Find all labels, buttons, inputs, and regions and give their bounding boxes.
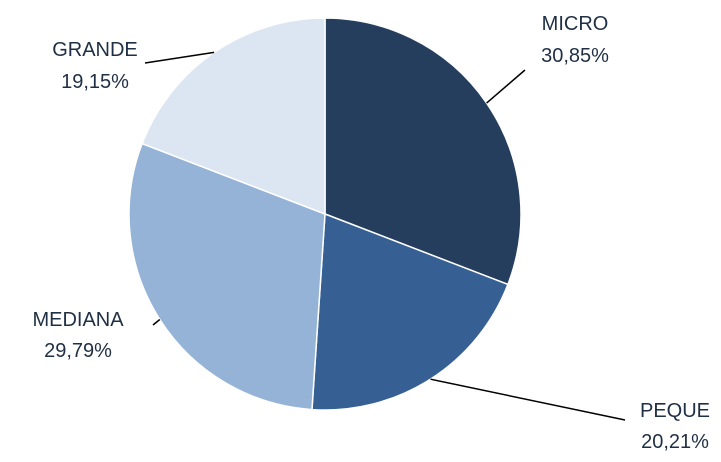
labels-layer: MICRO 30,85% PEQUE 20,21% MEDIANA 29,79% GRAND… <box>32 13 710 453</box>
slice-value-peque: 20,21% <box>641 431 709 453</box>
slice-value-mediana: 29,79% <box>44 340 112 362</box>
slice-label-peque: PEQUE <box>640 400 710 422</box>
leader-lines-layer <box>144 51 626 421</box>
pie-slice-grande <box>141 17 326 216</box>
pie-slice-mediana <box>128 142 326 411</box>
slice-label-grande: GRANDE <box>52 39 138 61</box>
leader-line-peque <box>430 378 626 421</box>
leader-line-grande <box>144 51 215 64</box>
slices-layer <box>128 17 522 411</box>
slice-value-grande: 19,15% <box>61 71 129 93</box>
pie-slice-peque <box>311 212 509 411</box>
leader-line-micro <box>486 69 526 104</box>
slice-label-micro: MICRO <box>542 13 609 35</box>
leader-line-mediana <box>152 318 161 326</box>
slice-label-mediana: MEDIANA <box>32 309 124 331</box>
pie-slice-micro <box>324 17 522 286</box>
slice-value-micro: 30,85% <box>541 45 609 67</box>
